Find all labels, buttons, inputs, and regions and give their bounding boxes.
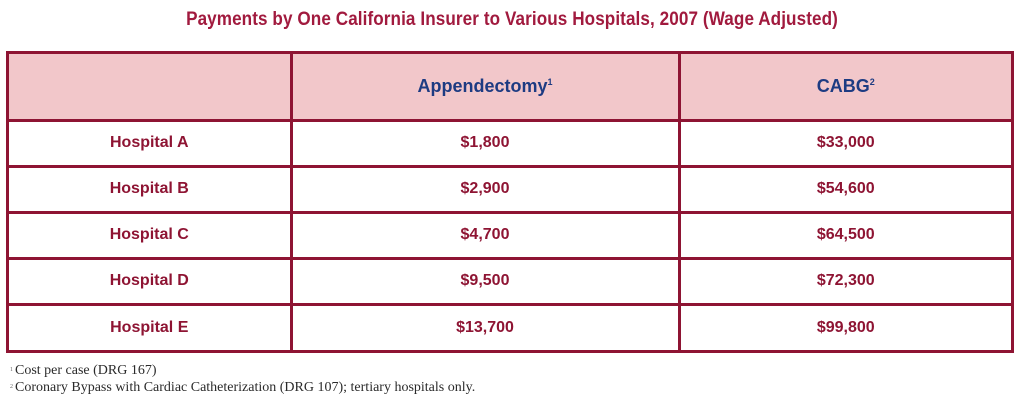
footnote-mark: 2 <box>10 384 13 390</box>
table-row: Hospital B $2,900 $54,600 <box>9 164 1011 214</box>
cabg-cell: $64,500 <box>677 210 1011 260</box>
appendectomy-cell: $13,700 <box>289 302 681 350</box>
table-row: Hospital A $1,800 $33,000 <box>9 118 1011 168</box>
header-label: Appendectomy <box>417 75 548 96</box>
hospital-name-cell: Hospital C <box>9 210 293 260</box>
chart-title: Payments by One California Insurer to Va… <box>186 9 838 30</box>
header-cell-empty <box>9 54 293 122</box>
footnotes: 1 Cost per case (DRG 167) 2 Coronary Bypas… <box>10 362 475 396</box>
table-row: Hospital E $13,700 $99,800 <box>9 302 1011 350</box>
cabg-cell: $72,300 <box>677 256 1011 306</box>
appendectomy-cell: $9,500 <box>289 256 681 306</box>
footnote-text: Cost per case (DRG 167) <box>15 363 157 378</box>
hospital-name-cell: Hospital B <box>9 164 293 214</box>
hospital-name-cell: Hospital D <box>9 256 293 306</box>
table-row: Hospital D $9,500 $72,300 <box>9 256 1011 306</box>
appendectomy-cell: $2,900 <box>289 164 681 214</box>
footnote-text: Coronary Bypass with Cardiac Catheteriza… <box>15 380 476 395</box>
cabg-cell: $54,600 <box>677 164 1011 214</box>
table-row: Hospital C $4,700 $64,500 <box>9 210 1011 260</box>
header-cell-cabg: CABG2 <box>677 54 1011 122</box>
footnote-2: 2 Coronary Bypass with Cardiac Catheteriz… <box>10 379 475 396</box>
footnote-mark: 1 <box>10 367 13 373</box>
cabg-cell: $99,800 <box>677 302 1011 350</box>
header-row: Appendectomy1 CABG2 <box>9 54 1011 122</box>
footnote-mark: 1 <box>547 76 553 87</box>
hospital-name-cell: Hospital A <box>9 118 293 168</box>
header-label: CABG <box>816 75 870 96</box>
payments-table: Appendectomy1 CABG2 Hospital A $1,800 $3… <box>6 51 1014 353</box>
hospital-name-cell: Hospital E <box>9 302 293 350</box>
appendectomy-cell: $1,800 <box>289 118 681 168</box>
appendectomy-cell: $4,700 <box>289 210 681 260</box>
data-table: Appendectomy1 CABG2 Hospital A $1,800 $3… <box>9 54 1011 350</box>
footnote-1: 1 Cost per case (DRG 167) <box>10 362 475 379</box>
header-cell-appendectomy: Appendectomy1 <box>289 54 681 122</box>
footnote-mark: 2 <box>869 76 875 87</box>
cabg-cell: $33,000 <box>677 118 1011 168</box>
